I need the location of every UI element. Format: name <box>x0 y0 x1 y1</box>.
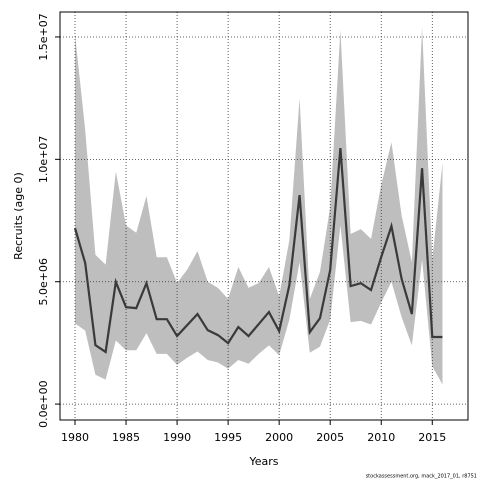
y-tick-label: 5.0e+06 <box>37 258 50 305</box>
x-tick-label: 2000 <box>265 431 293 444</box>
x-axis-label: Years <box>248 455 278 468</box>
x-tick-label: 1985 <box>112 431 140 444</box>
y-tick-label: 1.0e+07 <box>37 136 50 183</box>
y-tick-label: 0.0e+00 <box>37 380 50 427</box>
confidence-band <box>75 27 443 385</box>
footnote: stockassessment.org, mack_2017_01, r8751 <box>366 474 477 480</box>
recruits-line <box>73 147 443 354</box>
y-tick-label: 1.5e+07 <box>37 13 50 60</box>
x-tick-label: 2010 <box>367 431 395 444</box>
x-tick-label: 2015 <box>418 431 446 444</box>
x-tick-label: 1995 <box>214 431 242 444</box>
x-tick-label: 1980 <box>61 431 89 444</box>
plot-frame <box>59 11 469 421</box>
x-tick-label: 2005 <box>316 431 344 444</box>
x-tick-label: 1990 <box>163 431 191 444</box>
y-axis-label: Recruits (age 0) <box>12 172 25 260</box>
